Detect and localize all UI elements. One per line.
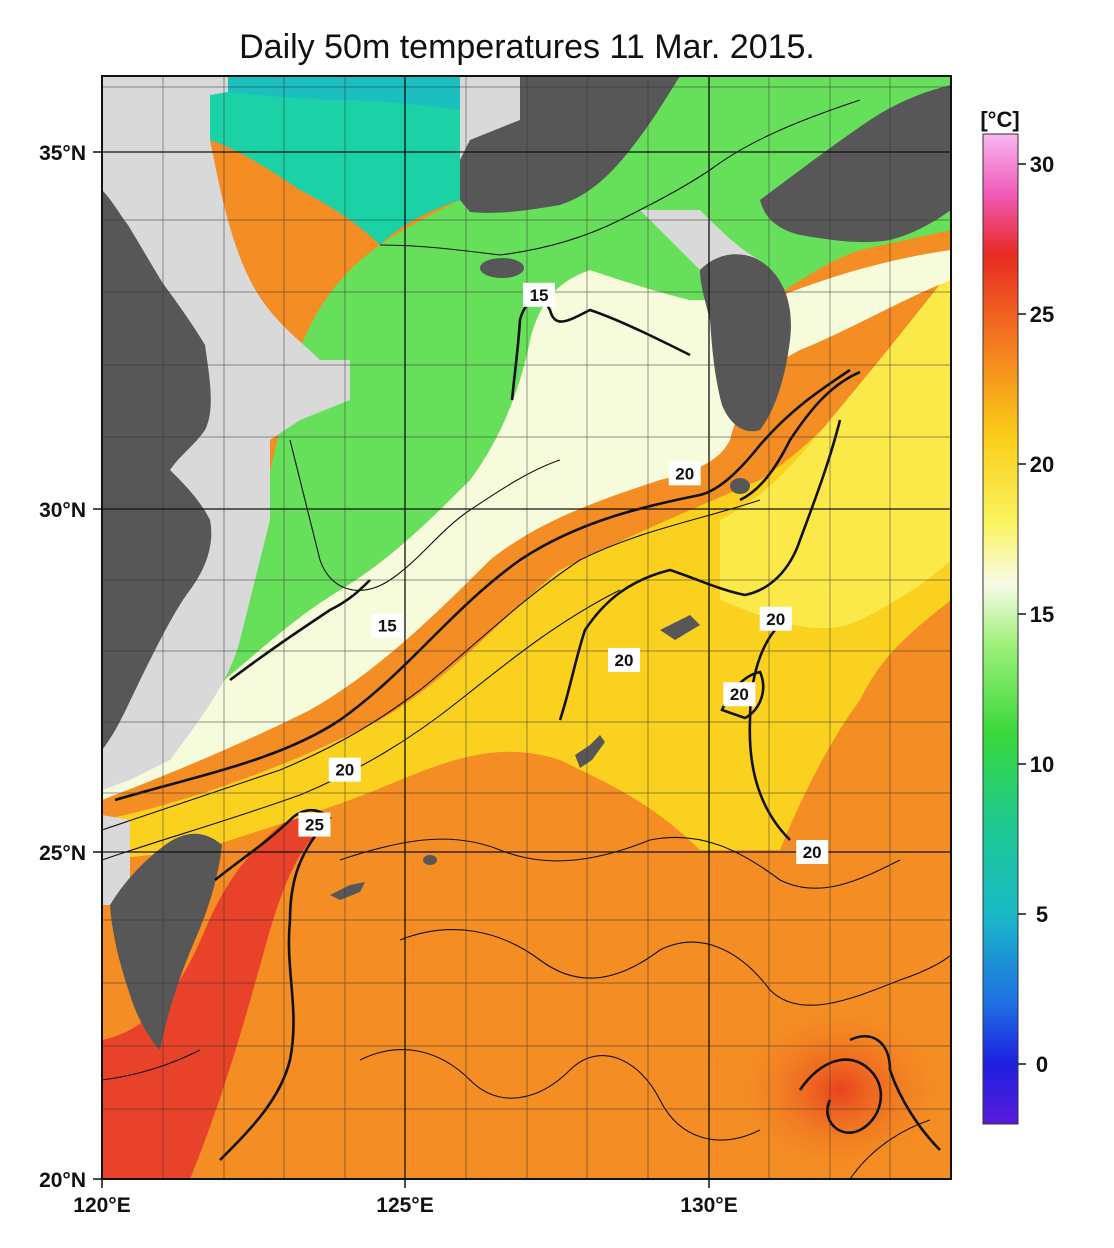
- contour-label-box: [723, 682, 756, 707]
- land-korea: [460, 76, 680, 213]
- contour-label-text: 20: [730, 685, 749, 704]
- contour-label: 20: [668, 461, 701, 486]
- land-yakushima: [730, 478, 750, 494]
- ocean-field-lightyellow: [720, 270, 951, 629]
- contour-label: 20: [723, 682, 756, 707]
- isotherm-thin-i: [849, 1119, 931, 1179]
- contour-label: 15: [371, 613, 404, 638]
- contour-label-text: 20: [766, 610, 785, 629]
- kuroshio-warm-band: [102, 810, 330, 1179]
- isotherm-20-north: [114, 368, 851, 802]
- contour-label-box: [371, 613, 404, 638]
- contour-label-box: [608, 647, 641, 672]
- plot-frame: [101, 75, 952, 1180]
- ocean-field-yellow: [102, 270, 951, 860]
- isotherm-15-west: [229, 579, 371, 682]
- ocean-field-teal: [210, 90, 460, 245]
- land-yaeyama: [330, 882, 365, 900]
- no-data-korea-coast: [460, 76, 520, 160]
- ocean-field-cyan: [228, 76, 460, 110]
- colorbar: [°C] 30 25 20 15 10 5 0: [980, 107, 1054, 1125]
- contour-label-text: 25: [305, 816, 324, 835]
- isotherm-20-kyushu: [739, 370, 861, 502]
- colorbar-ticks: 30 25 20 15 10 5 0: [1018, 152, 1054, 1077]
- contour-label-text: 20: [335, 761, 354, 780]
- contour-label-box: [328, 757, 361, 782]
- lon-label-120: 120°E: [73, 1194, 130, 1217]
- contour-label-text: 15: [530, 286, 549, 305]
- contour-label: 25: [298, 812, 331, 837]
- colorbar-unit: [°C]: [980, 107, 1019, 132]
- colorbar-tick-label: 5: [1036, 902, 1048, 927]
- colorbar-tick-label: 15: [1030, 602, 1054, 627]
- colorbar-tick-label: 20: [1030, 452, 1054, 477]
- land-china: [102, 190, 212, 750]
- land-amami: [660, 615, 700, 640]
- graticule: [102, 76, 951, 1179]
- contour-label-text: 20: [675, 464, 694, 483]
- contour-label: 20: [759, 606, 792, 631]
- axis-ticks: [93, 151, 710, 1188]
- lat-label-35: 35°N: [39, 142, 86, 165]
- colorbar-tick-label: 30: [1030, 152, 1054, 177]
- isotherm-thin-h: [102, 1049, 201, 1081]
- no-data-strait: [102, 815, 130, 905]
- contour-label-box: [523, 282, 556, 307]
- contour-label: 15: [523, 282, 556, 307]
- isotherm-20-east: [748, 618, 791, 841]
- land-honshu: [760, 85, 951, 243]
- lat-label-25: 25°N: [39, 842, 86, 865]
- warm-eddy-southeast: [740, 1010, 940, 1170]
- lon-label-130: 130°E: [680, 1194, 737, 1217]
- contour-labels: 15 15 20 20 20 20 20 25 20: [298, 282, 829, 864]
- colorbar-tick-label: 0: [1036, 1052, 1048, 1077]
- land-taiwan: [110, 833, 222, 1050]
- contour-label-text: 15: [378, 617, 397, 636]
- map-plot-area: 15 15 20 20 20 20 20 25 20: [102, 76, 951, 1179]
- contour-label: 20: [796, 840, 829, 864]
- isotherm-20-loop: [558, 419, 842, 721]
- isotherm-15-north: [510, 297, 691, 401]
- land-jeju: [480, 258, 524, 278]
- isotherm-thin-d: [102, 589, 621, 861]
- contour-label-text: 20: [803, 843, 822, 862]
- land-okinawa: [575, 735, 605, 768]
- contour-label: 20: [608, 647, 641, 672]
- lon-label-125: 125°E: [376, 1194, 433, 1217]
- contour-label-box: [298, 812, 331, 837]
- colorbar-tick-label: 25: [1030, 302, 1054, 327]
- contour-label-text: 20: [615, 651, 634, 670]
- land-islet: [423, 855, 437, 865]
- lat-label-30: 30°N: [39, 499, 86, 522]
- colorbar-ramp: [982, 133, 1019, 1125]
- map-title: Daily 50m temperatures 11 Mar. 2015.: [239, 28, 815, 66]
- contour-label: 20: [328, 757, 361, 782]
- contour-label-box: [668, 461, 701, 486]
- contour-label-box: [796, 840, 829, 864]
- isotherm-25-eddy: [798, 1058, 883, 1134]
- isotherm-thin-g: [359, 1049, 761, 1141]
- isotherm-25: [214, 808, 332, 1161]
- lat-label-20: 20°N: [39, 1169, 86, 1192]
- land-kyushu: [700, 254, 791, 432]
- contour-label-box: [759, 606, 792, 631]
- isotherm-thin-e: [339, 836, 901, 889]
- isotherm-thin-f: [399, 929, 951, 1006]
- colorbar-tick-label: 10: [1030, 752, 1054, 777]
